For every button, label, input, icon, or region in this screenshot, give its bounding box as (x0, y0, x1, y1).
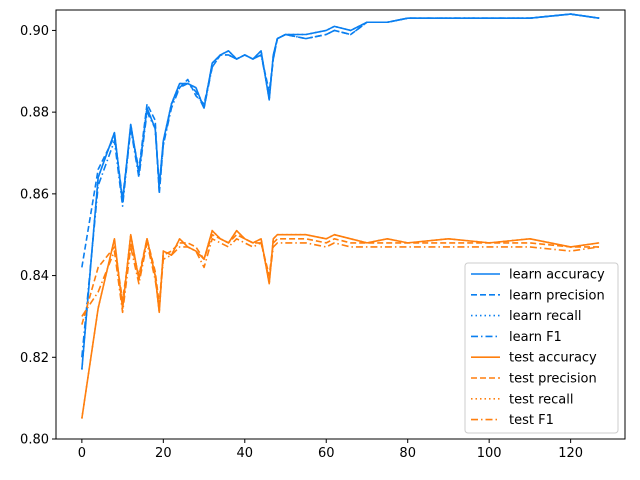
series-line-3 (81, 13, 600, 358)
x-tick-label: 20 (155, 446, 172, 461)
y-tick-label: 0.82 (20, 351, 49, 366)
legend-box (464, 262, 619, 434)
x-tick-label: 40 (237, 446, 254, 461)
legend-label: test F1 (509, 413, 554, 428)
y-tick-label: 0.88 (20, 106, 49, 121)
x-tick-label: 100 (477, 446, 502, 461)
series-line-7 (81, 238, 600, 317)
x-axis: 0 20 40 60 80 100 120 (78, 439, 583, 461)
legend-label: test precision (509, 372, 597, 387)
x-tick-label: 60 (318, 446, 335, 461)
legend-label: learn precision (509, 288, 605, 303)
x-tick-label: 0 (78, 446, 86, 461)
y-tick-label: 0.84 (20, 269, 49, 284)
x-tick-label: 80 (399, 446, 416, 461)
plot-frame (55, 9, 626, 440)
y-tick-label: 0.90 (20, 24, 49, 39)
x-tick-label: 120 (558, 446, 583, 461)
y-tick-label: 0.80 (20, 433, 49, 448)
series-line-6 (81, 229, 600, 419)
legend-label: test recall (509, 392, 574, 407)
series-layer (81, 13, 600, 419)
legend-label: learn F1 (509, 330, 562, 345)
legend: learn accuracy learn precision learn recal… (464, 262, 619, 434)
legend-label: learn recall (509, 309, 581, 324)
y-tick-label: 0.86 (20, 187, 49, 202)
y-axis: 0.80 0.82 0.84 0.86 0.88 0.90 (20, 24, 56, 448)
legend-label: test accuracy (509, 351, 597, 366)
legend-label: learn accuracy (509, 268, 605, 283)
